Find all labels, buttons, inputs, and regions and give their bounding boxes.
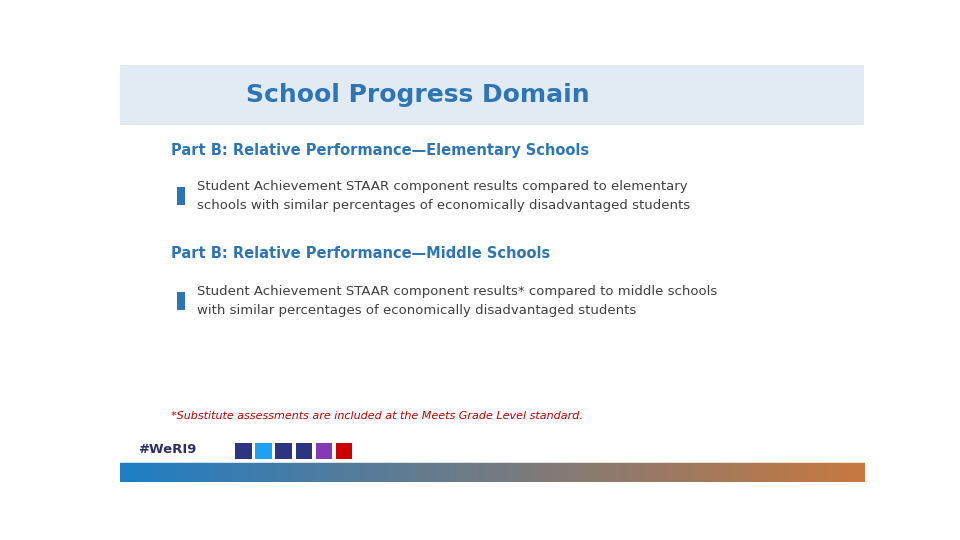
Text: School Progress Domain: School Progress Domain [246, 83, 589, 107]
Text: Part B: Relative Performance—Middle Schools: Part B: Relative Performance—Middle Scho… [171, 246, 550, 261]
Text: *Substitute assessments are included at the Meets Grade Level standard.: *Substitute assessments are included at … [171, 411, 583, 421]
FancyBboxPatch shape [235, 443, 252, 459]
Text: Student Achievement STAAR component results compared to elementary
schools with : Student Achievement STAAR component resu… [198, 180, 690, 212]
FancyBboxPatch shape [178, 187, 184, 205]
Text: Part B: Relative Performance—Elementary Schools: Part B: Relative Performance—Elementary … [171, 143, 588, 158]
FancyBboxPatch shape [336, 443, 352, 459]
FancyBboxPatch shape [120, 65, 864, 125]
FancyBboxPatch shape [316, 443, 332, 459]
FancyBboxPatch shape [276, 443, 292, 459]
FancyBboxPatch shape [178, 292, 184, 310]
FancyBboxPatch shape [296, 443, 312, 459]
FancyBboxPatch shape [255, 443, 272, 459]
Text: Student Achievement STAAR component results* compared to middle schools
with sim: Student Achievement STAAR component resu… [198, 285, 718, 317]
Text: #WeRI9: #WeRI9 [138, 443, 197, 456]
